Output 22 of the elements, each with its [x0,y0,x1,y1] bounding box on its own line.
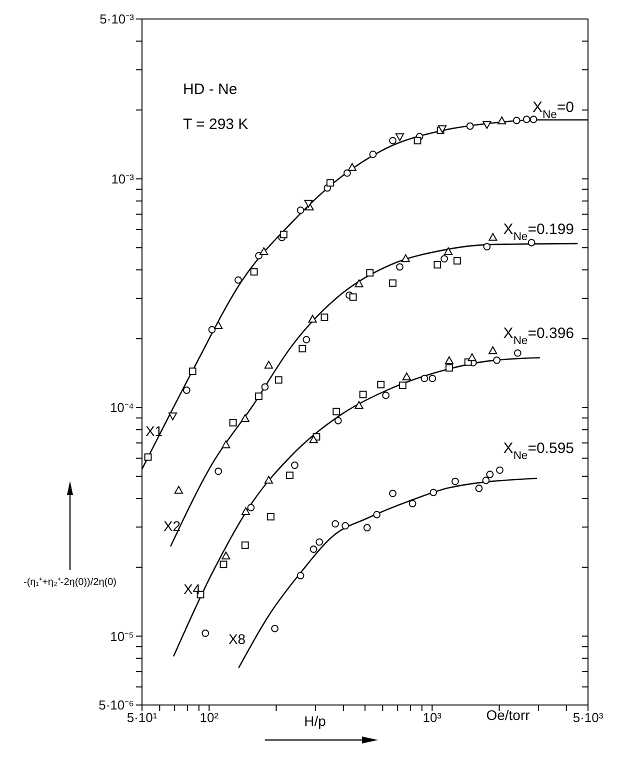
annotation: X$_{Ne}$=0 [532,99,574,121]
y-tick-label: 10⁻⁵ [110,628,134,644]
y-tick-label: 5·10⁻³ [100,12,135,27]
y-tick-label: 10⁻⁴ [110,400,134,416]
x-tick-label: 10² [200,710,220,726]
x-axis-title: H/p [304,713,326,729]
annotation: X1 [145,423,163,439]
y-axis-title: -(η₁⁺+η₂⁺-2η(0))/2η(0) [23,577,117,588]
x-tick-label: 5·10³ [572,710,604,726]
y-tick-label: 5·10⁻⁶ [98,698,134,713]
annotation: X$_{Ne}$=0.199 [503,221,574,243]
annotation: X$_{Ne}$=0.595 [503,440,574,462]
annotation: X8 [228,631,246,647]
x-tick-label: 5·10¹ [126,710,158,726]
text: Oe/torr [486,707,530,723]
annotation: X$_{Ne}$=0.396 [503,325,574,347]
annotation: X4 [183,581,201,597]
annotation: T = 293 K [183,116,248,133]
annotation: HD - Ne [183,81,238,98]
y-tick-label: 10⁻³ [111,171,135,186]
annotation: X2 [163,518,181,534]
x-tick-label: 10³ [422,710,442,726]
